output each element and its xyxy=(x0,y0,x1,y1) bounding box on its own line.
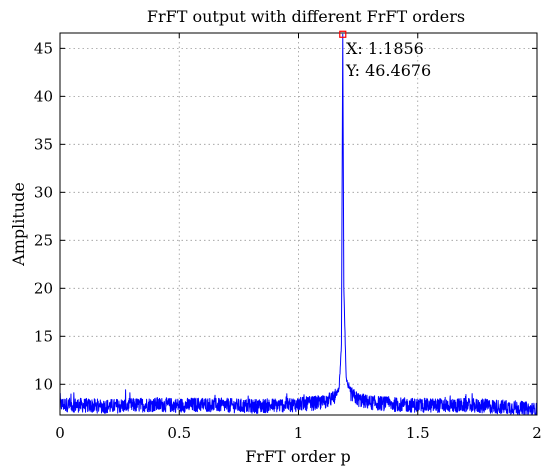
x-tick-label: 1.5 xyxy=(406,424,430,442)
y-axis-label: Amplitude xyxy=(9,182,28,267)
y-tick-label: 45 xyxy=(34,39,53,57)
x-axis-label: FrFT order p xyxy=(245,447,351,466)
x-tick-label: 0 xyxy=(55,424,65,442)
y-tick-label: 25 xyxy=(34,231,53,249)
series-line xyxy=(59,33,538,415)
datatip-x-text: X: 1.1856 xyxy=(346,39,424,58)
x-tick-label: 1 xyxy=(294,424,304,442)
x-tick-label: 2 xyxy=(532,424,542,442)
chart-title: FrFT output with different FrFT orders xyxy=(147,7,465,26)
y-tick-label: 15 xyxy=(34,327,53,345)
series-layer xyxy=(59,33,538,415)
datatip[interactable]: X: 1.1856 Y: 46.4676 xyxy=(339,30,431,80)
grid xyxy=(60,33,537,415)
y-tick-label: 40 xyxy=(34,87,53,105)
x-tick-label: 0.5 xyxy=(167,424,191,442)
y-tick-labels: 10 15 20 25 30 35 40 45 xyxy=(34,39,53,393)
ticks xyxy=(59,33,538,415)
y-tick-label: 20 xyxy=(34,279,53,297)
y-tick-label: 35 xyxy=(34,135,53,153)
y-tick-label: 30 xyxy=(34,183,53,201)
datatip-marker[interactable] xyxy=(339,30,347,38)
x-tick-labels: 0 0.5 1 1.5 2 xyxy=(55,424,542,442)
datatip-y-text: Y: 46.4676 xyxy=(345,61,431,80)
y-tick-label: 10 xyxy=(34,375,53,393)
